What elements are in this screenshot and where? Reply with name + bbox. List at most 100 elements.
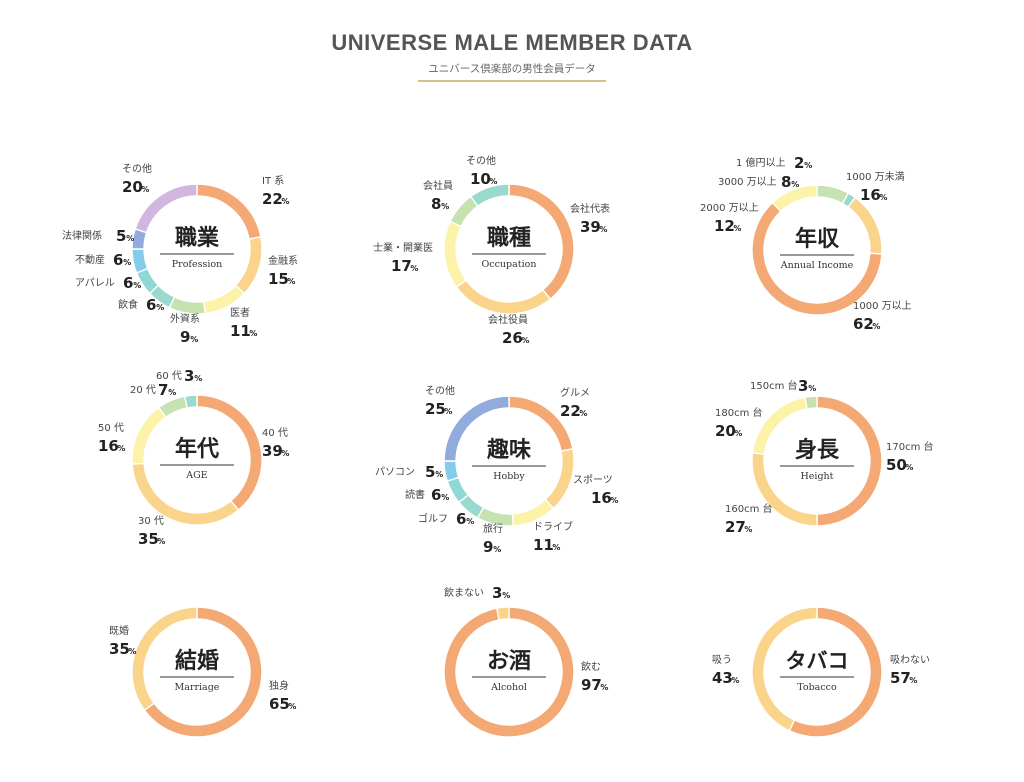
height-percent-sign: % xyxy=(905,463,913,472)
income-slice-2 xyxy=(771,184,818,213)
age-subtitle: AGE xyxy=(185,470,207,481)
income-value: 16 xyxy=(860,186,881,204)
height-percent-sign: % xyxy=(808,384,816,393)
age-label-text: 20 代 xyxy=(130,384,156,396)
income-value: 2 xyxy=(794,154,804,172)
income-percent-sign: % xyxy=(804,161,812,170)
occupation-percent-sign: % xyxy=(489,177,497,186)
profession-slice-8 xyxy=(134,183,198,234)
tobacco-percent-sign: % xyxy=(909,676,917,685)
alcohol-percent-sign: % xyxy=(502,591,510,600)
age-percent-sign: % xyxy=(157,537,165,546)
alcohol-percent-sign: % xyxy=(600,683,608,692)
height-value: 3 xyxy=(798,377,808,395)
occupation-label-text: 会社代表 xyxy=(570,202,610,215)
marriage-percent-sign: % xyxy=(288,702,296,711)
hobby-label-1: スポーツ 16% xyxy=(573,474,618,507)
tobacco-subtitle: Tobacco xyxy=(797,682,837,693)
profession-slice-6 xyxy=(131,248,149,274)
profession-subtitle: Profession xyxy=(172,259,222,270)
alcohol-subtitle: Alcohol xyxy=(490,682,527,693)
income-label-text: 2000 万以上 xyxy=(700,202,759,214)
age-label-text: 40 代 xyxy=(262,427,288,439)
income-label-text: 1000 万未満 xyxy=(846,171,905,183)
height-slice-3 xyxy=(804,395,818,410)
hobby-slice-1 xyxy=(544,448,575,510)
age-value: 35 xyxy=(138,530,159,548)
tobacco-value: 43 xyxy=(712,669,733,687)
income-label-text: 1000 万以上 xyxy=(853,300,912,312)
age-label-text: 50 代 xyxy=(98,422,124,434)
income-subtitle: Annual Income xyxy=(780,260,854,271)
age-label-text: 30 代 xyxy=(138,515,164,527)
height-slice-1 xyxy=(751,452,818,527)
profession-label-0: IT 系 22% xyxy=(262,175,289,208)
age-slice-3 xyxy=(157,395,188,419)
profession-percent-sign: % xyxy=(141,185,149,194)
hobby-label-text: その他 xyxy=(425,384,455,397)
page-subtitle: ユニバース倶楽部の男性会員データ xyxy=(428,63,596,75)
height-value: 27 xyxy=(725,518,746,536)
marriage-subtitle: Marriage xyxy=(175,682,220,693)
hobby-value: 11 xyxy=(533,536,554,554)
profession-label-text: 金融系 xyxy=(268,254,298,267)
occupation-value: 8 xyxy=(431,195,441,213)
income-percent-sign: % xyxy=(879,193,887,202)
hobby-subtitle: Hobby xyxy=(493,471,525,482)
income-label-0: 1000 万以上 62% xyxy=(853,300,912,333)
hobby-percent-sign: % xyxy=(466,517,474,526)
tobacco-value: 57 xyxy=(890,669,911,687)
profession-percent-sign: % xyxy=(287,277,295,286)
profession-value: 22 xyxy=(262,190,283,208)
profession-percent-sign: % xyxy=(126,234,134,243)
age-percent-sign: % xyxy=(168,388,176,397)
occupation-value: 26 xyxy=(502,329,523,347)
tobacco-label-text: 吸う xyxy=(712,654,732,666)
profession-label-1: 金融系 15% xyxy=(268,254,298,288)
marriage-label-0: 独身 65% xyxy=(269,679,296,713)
profession-percent-sign: % xyxy=(133,281,141,290)
occupation-percent-sign: % xyxy=(521,336,529,345)
occupation-value: 17 xyxy=(391,257,412,275)
alcohol-title: お酒 xyxy=(487,649,531,674)
hobby-label-text: ドライブ xyxy=(533,520,573,533)
height-label-text: 170cm 台 xyxy=(886,440,934,453)
page-header: UNIVERSE MALE MEMBER DATA ユニバース倶楽部の男性会員デ… xyxy=(0,0,1024,90)
occupation-label-3: 会社員 8% xyxy=(423,179,453,213)
income-label-2: 2000 万以上 12% xyxy=(700,202,759,235)
hobby-label-text: グルメ xyxy=(560,386,590,399)
hobby-percent-sign: % xyxy=(610,496,618,505)
income-label-text: 3000 万以上 xyxy=(718,176,777,188)
profession-value: 6 xyxy=(146,296,156,314)
hobby-label-text: パソコン xyxy=(375,466,415,478)
hobby-value: 5 xyxy=(425,463,435,481)
age-value: 16 xyxy=(98,437,119,455)
profession-label-text: 医者 xyxy=(230,307,250,319)
profession-slice-1 xyxy=(234,236,263,295)
age-slice-4 xyxy=(184,394,198,409)
profession-label-3: 外資系 9% xyxy=(170,313,200,346)
alcohol-slice-0 xyxy=(443,606,575,738)
occupation-label-text: 会社員 xyxy=(423,179,453,192)
height-label-text: 150cm 台 xyxy=(750,379,798,392)
profession-label-text: その他 xyxy=(122,162,152,175)
alcohol-label-1: 飲まない 3% xyxy=(444,584,510,602)
marriage-label-text: 独身 xyxy=(269,679,289,692)
hobby-percent-sign: % xyxy=(444,407,452,416)
age-value: 3 xyxy=(184,367,194,385)
marriage-title: 結婚 xyxy=(175,648,219,674)
alcohol-slice-1 xyxy=(496,606,510,621)
alcohol-label-0: 飲む 97% xyxy=(581,660,608,694)
marriage-value: 65 xyxy=(269,695,290,713)
alcohol-chart: お酒 Alcohol 飲む 97% 飲まない 3% xyxy=(443,584,608,738)
hobby-percent-sign: % xyxy=(441,493,449,502)
age-percent-sign: % xyxy=(281,449,289,458)
height-title: 身長 xyxy=(795,437,840,463)
hobby-label-2: ドライブ 11% xyxy=(533,520,573,554)
hobby-label-text: 読書 xyxy=(405,488,425,501)
occupation-label-text: 会社役員 xyxy=(488,313,528,326)
marriage-chart: 結婚 Marriage 独身 65% 既婚 35% xyxy=(109,606,296,738)
profession-label-4: 飲食 6% xyxy=(118,296,164,314)
